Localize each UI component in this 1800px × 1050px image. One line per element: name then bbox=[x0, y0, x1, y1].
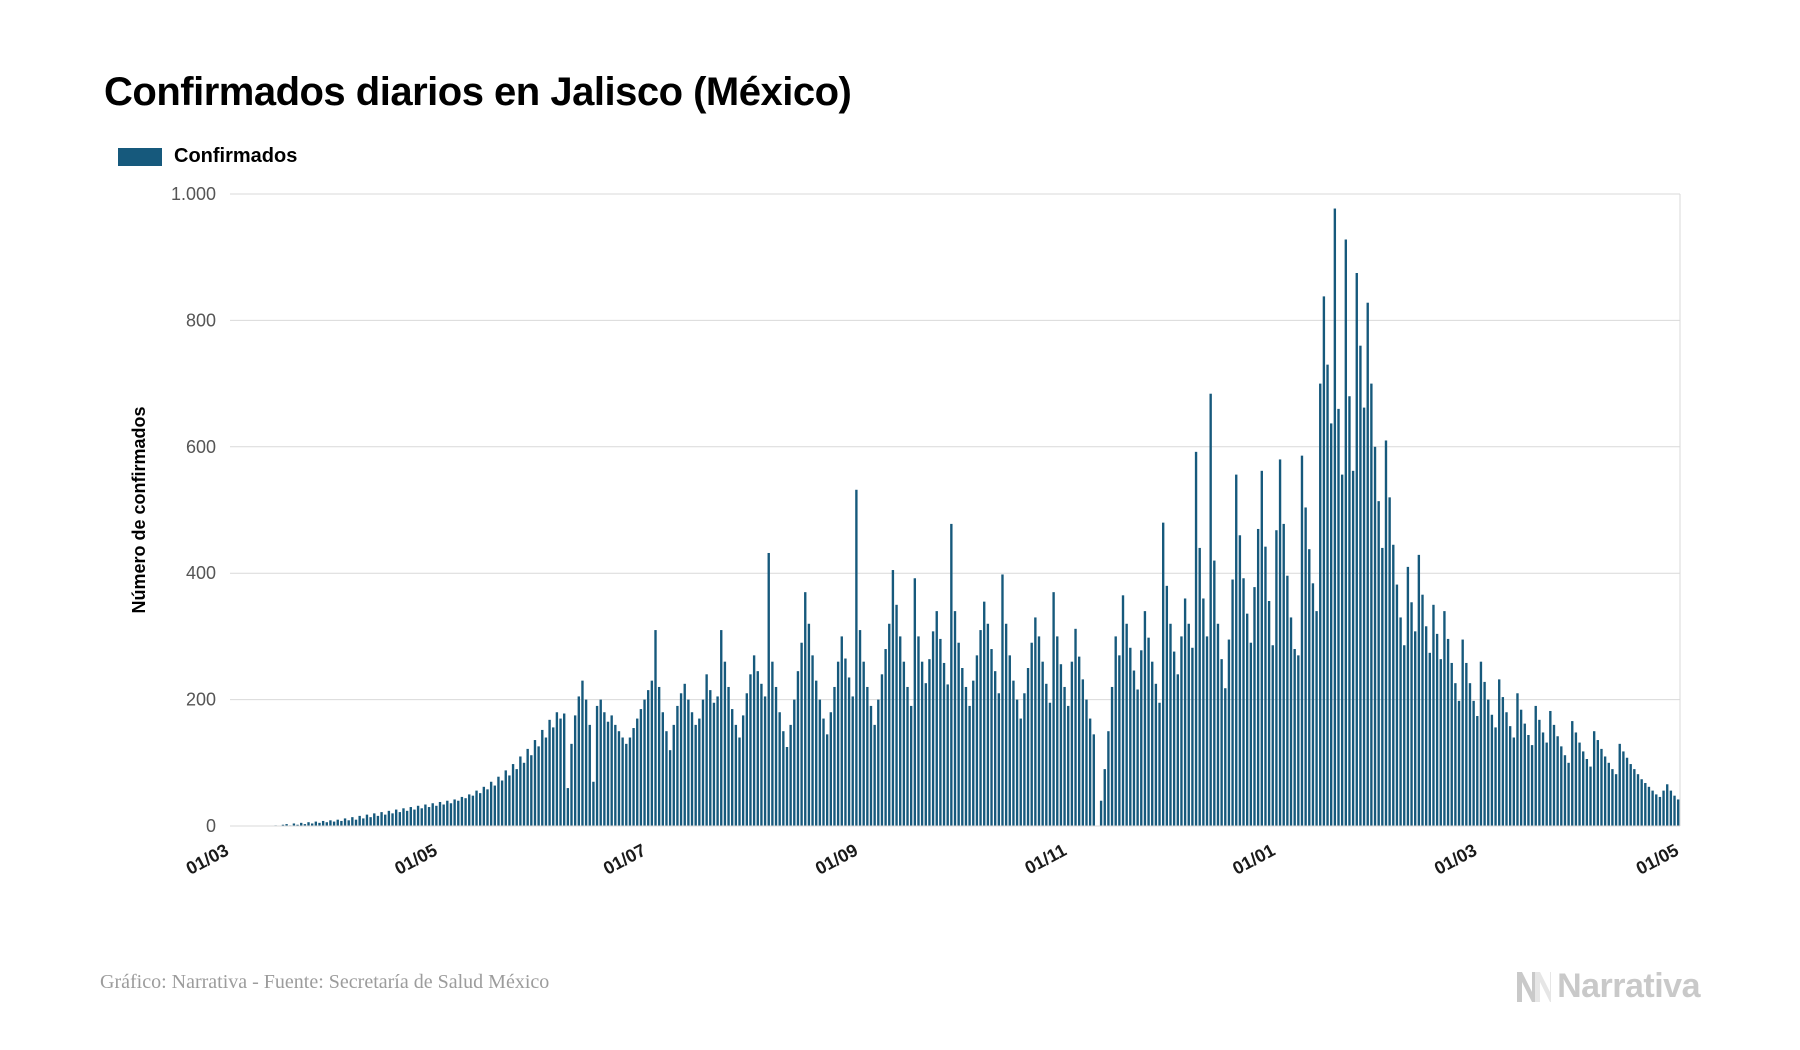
svg-text:1.000: 1.000 bbox=[171, 184, 216, 204]
svg-text:01/03: 01/03 bbox=[183, 840, 232, 879]
svg-text:01/01: 01/01 bbox=[1229, 840, 1278, 879]
svg-text:01/07: 01/07 bbox=[600, 840, 649, 879]
svg-text:400: 400 bbox=[186, 563, 216, 583]
chart-caption: Gráfico: Narrativa - Fuente: Secretaría … bbox=[100, 971, 549, 994]
svg-text:01/11: 01/11 bbox=[1021, 840, 1069, 878]
legend-swatch bbox=[118, 148, 162, 166]
legend: Confirmados bbox=[118, 145, 1700, 168]
svg-text:200: 200 bbox=[186, 690, 216, 710]
legend-label: Confirmados bbox=[174, 145, 297, 168]
brand-text: Narrativa bbox=[1557, 967, 1700, 1006]
svg-text:01/03: 01/03 bbox=[1431, 840, 1480, 879]
svg-text:01/09: 01/09 bbox=[812, 840, 861, 879]
svg-text:Número de confirmados: Número de confirmados bbox=[129, 406, 149, 613]
svg-text:01/05: 01/05 bbox=[1633, 840, 1682, 879]
svg-text:800: 800 bbox=[186, 310, 216, 330]
brand-logo: Narrativa bbox=[1517, 967, 1700, 1006]
svg-text:01/05: 01/05 bbox=[391, 840, 440, 879]
svg-text:600: 600 bbox=[186, 437, 216, 457]
chart-title: Confirmados diarios en Jalisco (México) bbox=[104, 70, 1700, 115]
svg-text:0: 0 bbox=[206, 816, 216, 836]
bar-chart: 0 200 400 600 800 1.000 01/03 01/05 01/07 01/09 01… bbox=[100, 176, 1700, 906]
chart-frame: 0 200 400 600 800 1.000 01/03 01/05 01/07 01/09 01… bbox=[100, 176, 1700, 906]
chart-container: Confirmados diarios en Jalisco (México) … bbox=[0, 0, 1800, 1050]
